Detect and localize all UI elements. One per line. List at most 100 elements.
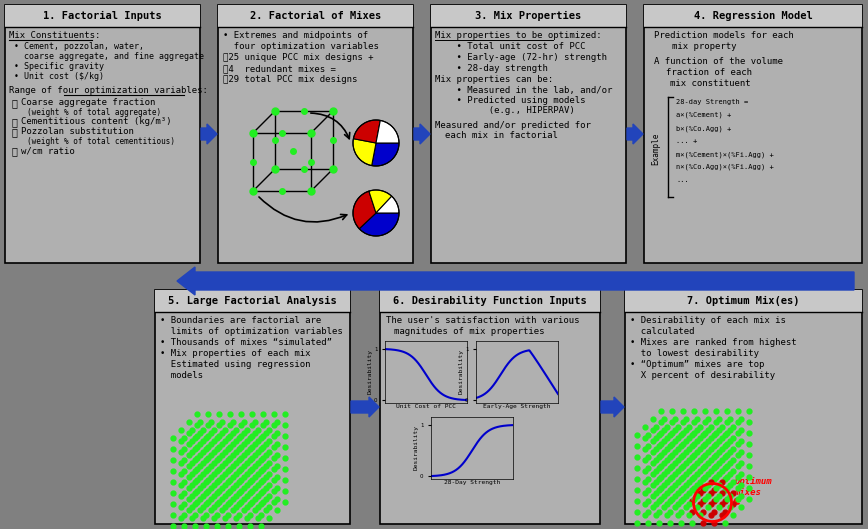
Text: ...: ... [676, 177, 688, 183]
Text: models: models [160, 371, 203, 380]
Text: ... +: ... + [676, 138, 697, 144]
Text: • Mix properties of each mix: • Mix properties of each mix [160, 349, 311, 358]
Text: • “Optimum” mixes are top: • “Optimum” mixes are top [630, 360, 765, 369]
Bar [625, 290, 862, 524]
X-axis label: Early-Age Strength: Early-Age Strength [483, 404, 551, 409]
Text: • Early-age (72-hr) strength: • Early-age (72-hr) strength [435, 53, 607, 62]
Text: • Specific gravity: • Specific gravity [9, 62, 104, 71]
Text: ①: ① [11, 98, 16, 108]
Text: • Mixes are ranked from highest: • Mixes are ranked from highest [630, 338, 797, 347]
Polygon shape [353, 191, 376, 229]
Text: • Boundaries are factorial are: • Boundaries are factorial are [160, 316, 321, 325]
Polygon shape [372, 143, 399, 166]
Text: Mix Constituents:: Mix Constituents: [9, 31, 101, 40]
Text: • Predicted using models: • Predicted using models [435, 96, 586, 105]
Text: b×(%Co.Agg) +: b×(%Co.Agg) + [676, 125, 731, 132]
Text: • 28-day strength: • 28-day strength [435, 64, 548, 73]
Text: 1. Factorial Inputs: 1. Factorial Inputs [43, 11, 161, 21]
Text: mix property: mix property [672, 42, 737, 51]
X-axis label: 28-Day Strength: 28-Day Strength [444, 480, 500, 486]
Y-axis label: Desirability: Desirability [458, 350, 464, 395]
FancyArrow shape [601, 397, 624, 417]
Text: 2. Factorial of Mixes: 2. Factorial of Mixes [250, 11, 381, 21]
FancyArrow shape [201, 124, 217, 144]
Text: Prediction models for each: Prediction models for each [654, 31, 793, 40]
Text: ②: ② [11, 117, 16, 127]
Text: ∥29 total PCC mix designs: ∥29 total PCC mix designs [223, 75, 358, 84]
Text: Range of four optimization variables:: Range of four optimization variables: [9, 86, 207, 95]
Bar [155, 290, 350, 524]
FancyArrow shape [414, 124, 430, 144]
X-axis label: Unit Cost of PCC: Unit Cost of PCC [396, 404, 456, 409]
Bar [380, 290, 600, 312]
Text: A function of the volume: A function of the volume [654, 57, 783, 66]
Polygon shape [353, 139, 376, 166]
Y-axis label: Desirability: Desirability [367, 350, 372, 395]
Text: 4. Regression Model: 4. Regression Model [694, 11, 812, 21]
Text: ∥4  redundant mixes =: ∥4 redundant mixes = [223, 64, 336, 73]
Text: Coarse aggregate fraction: Coarse aggregate fraction [21, 98, 155, 107]
Text: magnitudes of mix properties: magnitudes of mix properties [394, 327, 544, 336]
Polygon shape [353, 120, 380, 143]
Y-axis label: Desirability: Desirability [413, 425, 418, 470]
Polygon shape [369, 190, 391, 213]
Bar [380, 290, 600, 524]
FancyArrow shape [351, 397, 379, 417]
Polygon shape [359, 213, 399, 236]
Text: Optimum
mixes: Optimum mixes [734, 478, 773, 497]
Text: • Desirability of each mix is: • Desirability of each mix is [630, 316, 786, 325]
Bar [218, 5, 413, 27]
Text: 3. Mix Properties: 3. Mix Properties [476, 11, 582, 21]
Text: ∥25 unique PCC mix designs +: ∥25 unique PCC mix designs + [223, 53, 373, 62]
Bar [431, 5, 626, 27]
Text: X percent of desirability: X percent of desirability [630, 371, 775, 380]
Text: (e.g., HIPERPAV): (e.g., HIPERPAV) [435, 106, 575, 115]
Text: m×(%Cement)×(%Fi.Agg) +: m×(%Cement)×(%Fi.Agg) + [676, 151, 773, 158]
Text: a×(%Cement) +: a×(%Cement) + [676, 112, 731, 118]
Bar [625, 290, 862, 312]
Text: calculated: calculated [630, 327, 694, 336]
Text: Pozzolan substitution: Pozzolan substitution [21, 127, 134, 136]
Polygon shape [376, 196, 399, 213]
Text: Measured and/or predicted for: Measured and/or predicted for [435, 121, 591, 130]
FancyArrow shape [177, 267, 854, 295]
Text: • Cement, pozzolan, water,: • Cement, pozzolan, water, [9, 42, 144, 51]
Bar [5, 5, 200, 263]
Text: 7. Optimum Mix(es): 7. Optimum Mix(es) [687, 296, 799, 306]
Text: Mix properties to be optimized:: Mix properties to be optimized: [435, 31, 602, 40]
Text: coarse aggregate, and fine aggregate: coarse aggregate, and fine aggregate [9, 52, 204, 61]
Text: 5. Large Factorial Analysis: 5. Large Factorial Analysis [168, 296, 337, 306]
Text: Cementitious content (kg/m³): Cementitious content (kg/m³) [21, 117, 172, 126]
Bar [5, 5, 200, 27]
Text: (weight % of total cementitious): (weight % of total cementitious) [27, 137, 175, 146]
Text: ④: ④ [11, 146, 16, 156]
Bar [644, 5, 862, 263]
FancyArrow shape [627, 124, 643, 144]
Text: w/cm ratio: w/cm ratio [21, 146, 75, 155]
Polygon shape [376, 121, 399, 143]
Text: (weight % of total aggregate): (weight % of total aggregate) [27, 108, 161, 117]
Text: fraction of each: fraction of each [666, 68, 752, 77]
Text: The user's satisfaction with various: The user's satisfaction with various [386, 316, 580, 325]
Text: to lowest desirability: to lowest desirability [630, 349, 759, 358]
Text: Example: Example [652, 133, 661, 165]
Text: each mix in factorial: each mix in factorial [445, 131, 558, 140]
Text: mix constituent: mix constituent [670, 79, 751, 88]
Text: limits of optimization variables: limits of optimization variables [160, 327, 343, 336]
Text: • Unit cost ($/kg): • Unit cost ($/kg) [9, 72, 104, 81]
Text: • Total unit cost of PCC: • Total unit cost of PCC [435, 42, 586, 51]
Bar [155, 290, 350, 312]
Text: • Thousands of mixes “simulated”: • Thousands of mixes “simulated” [160, 338, 332, 347]
Text: • Extremes and midpoints of: • Extremes and midpoints of [223, 31, 368, 40]
Text: Mix properties can be:: Mix properties can be: [435, 75, 553, 84]
Bar [431, 5, 626, 263]
Text: 6. Desirability Function Inputs: 6. Desirability Function Inputs [393, 296, 587, 306]
Text: 28-day Strength =: 28-day Strength = [676, 99, 748, 105]
Text: four optimization variables: four optimization variables [223, 42, 378, 51]
Bar [218, 5, 413, 263]
Bar [644, 5, 862, 27]
Text: n×(%Co.Agg)×(%Fi.Agg) +: n×(%Co.Agg)×(%Fi.Agg) + [676, 164, 773, 170]
Text: • Measured in the lab, and/or: • Measured in the lab, and/or [435, 86, 613, 95]
Text: Estimated using regression: Estimated using regression [160, 360, 311, 369]
Text: ③: ③ [11, 127, 16, 137]
